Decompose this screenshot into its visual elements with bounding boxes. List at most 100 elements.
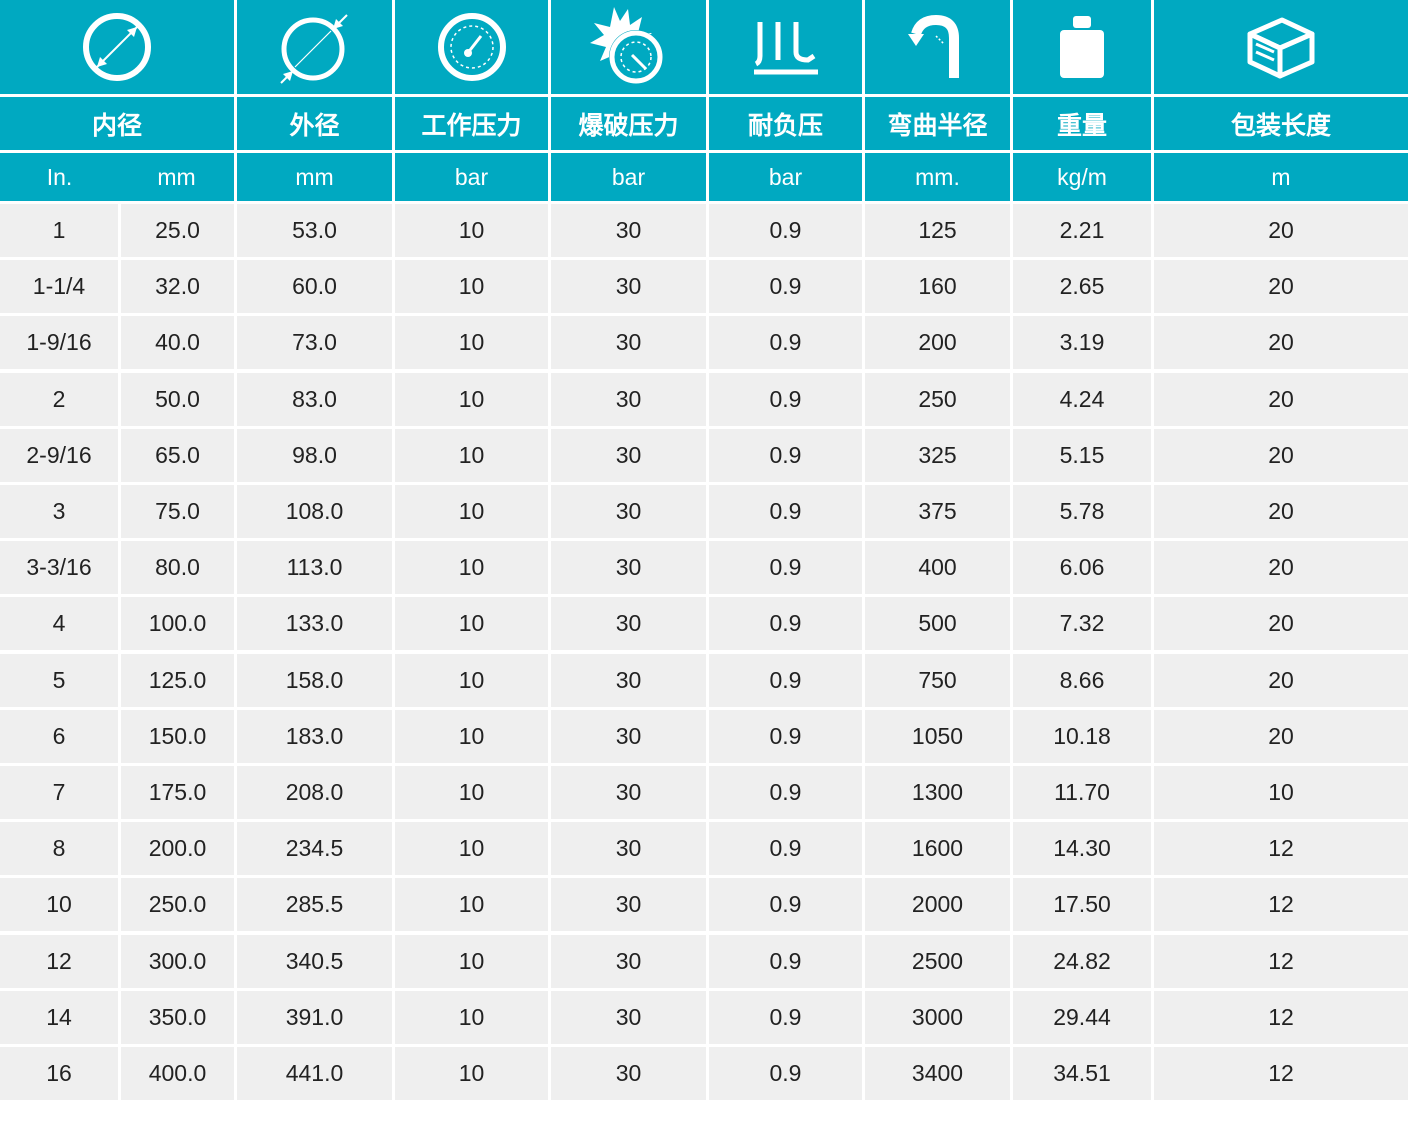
cell-working-bar: 10: [395, 597, 548, 651]
cell-bend-radius: 250: [865, 372, 1010, 426]
unit-inner-mm: mm: [157, 163, 196, 190]
cell-inner-mm: 125.0: [121, 653, 234, 707]
cell-weight: 11.70: [1013, 766, 1151, 819]
cell-inches: 8: [0, 822, 118, 876]
cell-burst-bar: 30: [551, 597, 706, 651]
unit-length-m: m: [1154, 153, 1408, 201]
unit-group-inner: In. mm: [0, 153, 234, 201]
outer-diameter-icon: [237, 0, 392, 94]
cell-package-length: 20: [1154, 541, 1408, 595]
cell-bend-radius: 1600: [865, 822, 1010, 876]
unit-header-row: In. mm mm bar bar bar mm. kg/m m: [0, 153, 1408, 201]
cell-working-bar: 10: [395, 372, 548, 426]
cell-outer-mm: 340.5: [237, 934, 392, 988]
cell-inches: 12: [0, 934, 118, 988]
package-box-icon: [1154, 0, 1408, 94]
cell-outer-mm: 158.0: [237, 653, 392, 707]
unit-bend-mm: mm.: [865, 153, 1010, 201]
table-row: 8 200.0 234.5 10 30 0.9 1600 14.30 12: [0, 822, 1408, 876]
cell-package-length: 12: [1154, 934, 1408, 988]
cell-weight: 7.32: [1013, 597, 1151, 651]
cell-inner-mm: 175.0: [121, 766, 234, 819]
cell-working-bar: 10: [395, 316, 548, 370]
cell-vacuum-bar: 0.9: [709, 878, 862, 932]
table-row: 2 50.0 83.0 10 30 0.9 250 4.24 20: [0, 372, 1408, 426]
cell-working-bar: 10: [395, 766, 548, 819]
cell-outer-mm: 60.0: [237, 260, 392, 314]
cell-package-length: 12: [1154, 822, 1408, 876]
cell-inches: 6: [0, 709, 118, 763]
cell-outer-mm: 53.0: [237, 204, 392, 257]
cell-burst-bar: 30: [551, 204, 706, 257]
cell-inches: 1: [0, 204, 118, 257]
cell-bend-radius: 3000: [865, 990, 1010, 1044]
cell-outer-mm: 113.0: [237, 541, 392, 595]
table-row: 12 300.0 340.5 10 30 0.9 2500 24.82 12: [0, 934, 1408, 988]
label-header-row: 内径 外径 工作压力 爆破压力 耐负压 弯曲半径 重量 包装长度: [0, 97, 1408, 150]
cell-inches: 3: [0, 485, 118, 538]
cell-bend-radius: 1300: [865, 766, 1010, 819]
cell-inner-mm: 65.0: [121, 428, 234, 482]
cell-working-bar: 10: [395, 541, 548, 595]
cell-inches: 5: [0, 653, 118, 707]
cell-weight: 4.24: [1013, 372, 1151, 426]
vacuum-icon: [709, 0, 862, 94]
cell-package-length: 12: [1154, 1047, 1408, 1100]
cell-burst-bar: 30: [551, 822, 706, 876]
cell-outer-mm: 73.0: [237, 316, 392, 370]
cell-burst-bar: 30: [551, 372, 706, 426]
cell-inches: 1-9/16: [0, 316, 118, 370]
cell-inches: 10: [0, 878, 118, 932]
cell-bend-radius: 500: [865, 597, 1010, 651]
cell-working-bar: 10: [395, 878, 548, 932]
cell-bend-radius: 750: [865, 653, 1010, 707]
unit-outer-mm: mm: [237, 153, 392, 201]
cell-burst-bar: 30: [551, 316, 706, 370]
cell-vacuum-bar: 0.9: [709, 485, 862, 538]
cell-inches: 7: [0, 766, 118, 819]
table-row: 3-3/16 80.0 113.0 10 30 0.9 400 6.06 20: [0, 541, 1408, 595]
cell-vacuum-bar: 0.9: [709, 934, 862, 988]
cell-weight: 5.15: [1013, 428, 1151, 482]
cell-inches: 14: [0, 990, 118, 1044]
cell-vacuum-bar: 0.9: [709, 316, 862, 370]
unit-burst-bar: bar: [551, 153, 706, 201]
cell-vacuum-bar: 0.9: [709, 260, 862, 314]
cell-inner-mm: 32.0: [121, 260, 234, 314]
cell-outer-mm: 208.0: [237, 766, 392, 819]
cell-package-length: 20: [1154, 316, 1408, 370]
cell-weight: 29.44: [1013, 990, 1151, 1044]
cell-working-bar: 10: [395, 260, 548, 314]
cell-weight: 34.51: [1013, 1047, 1151, 1100]
cell-package-length: 20: [1154, 597, 1408, 651]
cell-inches: 2-9/16: [0, 428, 118, 482]
cell-weight: 2.21: [1013, 204, 1151, 257]
cell-inner-mm: 50.0: [121, 372, 234, 426]
cell-vacuum-bar: 0.9: [709, 709, 862, 763]
cell-bend-radius: 325: [865, 428, 1010, 482]
cell-weight: 14.30: [1013, 822, 1151, 876]
cell-weight: 8.66: [1013, 653, 1151, 707]
cell-outer-mm: 108.0: [237, 485, 392, 538]
cell-inches: 4: [0, 597, 118, 651]
table-row: 2-9/16 65.0 98.0 10 30 0.9 325 5.15 20: [0, 428, 1408, 482]
header-weight: 重量: [1013, 97, 1151, 150]
cell-burst-bar: 30: [551, 428, 706, 482]
cell-vacuum-bar: 0.9: [709, 990, 862, 1044]
cell-burst-bar: 30: [551, 485, 706, 538]
cell-vacuum-bar: 0.9: [709, 822, 862, 876]
cell-inches: 2: [0, 372, 118, 426]
cell-working-bar: 10: [395, 653, 548, 707]
cell-burst-bar: 30: [551, 709, 706, 763]
cell-weight: 2.65: [1013, 260, 1151, 314]
cell-bend-radius: 200: [865, 316, 1010, 370]
cell-inner-mm: 40.0: [121, 316, 234, 370]
header-inner-diameter: 内径: [0, 97, 234, 150]
cell-weight: 6.06: [1013, 541, 1151, 595]
cell-bend-radius: 2000: [865, 878, 1010, 932]
cell-inner-mm: 350.0: [121, 990, 234, 1044]
cell-vacuum-bar: 0.9: [709, 653, 862, 707]
cell-inner-mm: 400.0: [121, 1047, 234, 1100]
cell-package-length: 20: [1154, 428, 1408, 482]
cell-outer-mm: 234.5: [237, 822, 392, 876]
